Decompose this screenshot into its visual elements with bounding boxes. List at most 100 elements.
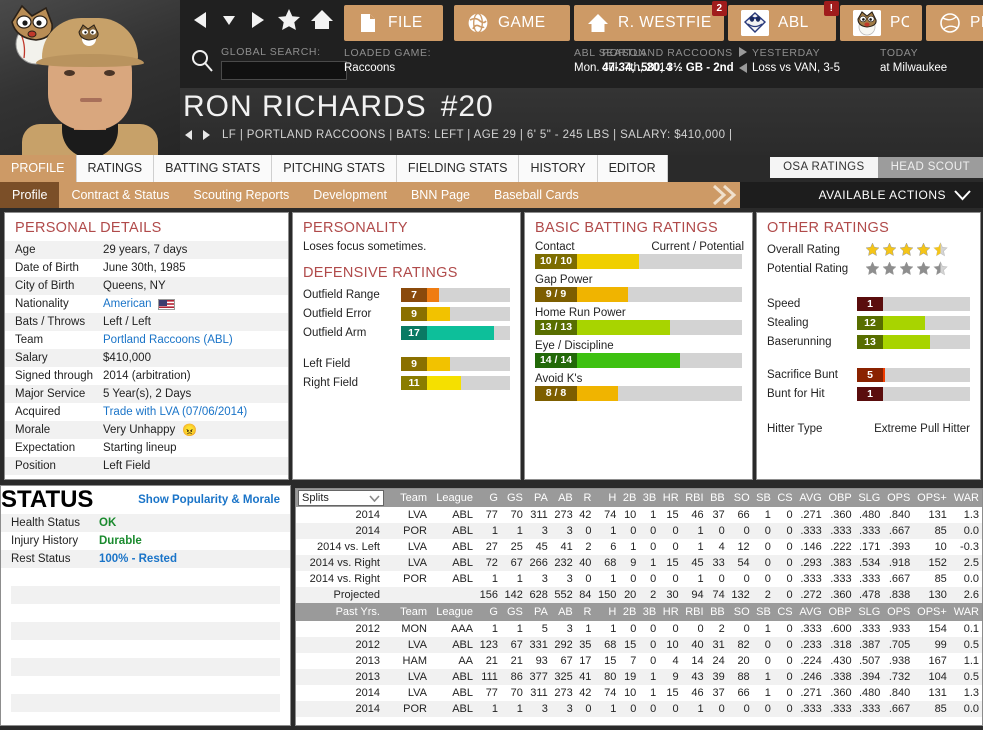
table-row[interactable]: 2012 MON AAA 1 1 5 3 1 1 0 0 0 0 2 0 1 0.333.600.333.933…: [296, 621, 982, 637]
detail-value[interactable]: Trade with LVA (07/06/2014): [103, 406, 248, 418]
column-header[interactable]: H: [594, 603, 620, 621]
column-header[interactable]: WAR: [949, 489, 982, 507]
column-header[interactable]: PA: [525, 603, 551, 621]
column-header[interactable]: GS: [500, 489, 526, 507]
next-day-arrow-icon[interactable]: [736, 46, 750, 58]
splits-select[interactable]: Splits: [298, 490, 384, 506]
column-header[interactable]: SB: [752, 603, 774, 621]
column-header[interactable]: 3B: [639, 489, 660, 507]
column-header[interactable]: Team: [388, 603, 430, 621]
down-arrow-icon[interactable]: [221, 9, 237, 31]
column-header[interactable]: OPS+: [913, 603, 950, 621]
star-icon[interactable]: [277, 8, 301, 31]
westfield-button[interactable]: R. WESTFIELD 2: [574, 1, 727, 41]
table-row[interactable]: 2014 vs. Left LVA ABL 27 25 45 41 2 6 1 0 0 1 4 12 0 0.1…: [296, 539, 982, 555]
file-button[interactable]: FILE: [344, 5, 443, 41]
nav-button-group[interactable]: [190, 8, 334, 31]
column-header[interactable]: League: [430, 489, 476, 507]
tab-fielding-stats[interactable]: FIELDING STATS: [396, 155, 520, 182]
table-row[interactable]: Projected 156 142 628 552 84 150 20 2 30 94 74 132 2 0…: [296, 587, 982, 603]
column-header[interactable]: R: [575, 603, 595, 621]
column-header[interactable]: AVG: [795, 489, 825, 507]
home-icon[interactable]: [310, 8, 334, 31]
tab-profile[interactable]: PROFILE: [0, 155, 77, 182]
column-header[interactable]: GS: [500, 603, 526, 621]
table-row[interactable]: 2014 POR ABL 1 1 3 3 0 1 0 0 0 1 0 0 0 0.333.333.333.667…: [296, 701, 982, 717]
column-header[interactable]: PA: [525, 489, 551, 507]
column-header[interactable]: Team: [388, 489, 430, 507]
column-header[interactable]: OBP: [824, 489, 855, 507]
toggle-osa-ratings[interactable]: OSA RATINGS: [770, 157, 878, 178]
column-header[interactable]: G: [476, 603, 501, 621]
subtab-contract-status[interactable]: Contract & Status: [71, 188, 170, 202]
table-row[interactable]: 2012 LVA ABL 123 67 331 292 35 68 15 0 10 40 31 82 0 0.2…: [296, 637, 982, 653]
column-header[interactable]: WAR: [949, 603, 982, 621]
tab-batting-stats[interactable]: BATTING STATS: [154, 155, 273, 182]
search-icon[interactable]: [190, 48, 214, 73]
subtab-baseball-cards[interactable]: Baseball Cards: [494, 188, 579, 202]
game-button[interactable]: GAME: [454, 5, 570, 41]
column-header[interactable]: SO: [727, 603, 753, 621]
column-header[interactable]: CS: [773, 489, 796, 507]
ratings-source-toggle[interactable]: OSA RATINGS HEAD SCOUT: [770, 157, 983, 178]
column-header[interactable]: SO: [727, 489, 753, 507]
table-row[interactable]: 2013 LVA ABL 111 86 377 325 41 80 19 1 9 43 39 88 1 0.24…: [296, 669, 982, 685]
detail-value[interactable]: American: [103, 298, 152, 310]
next-player-icon[interactable]: [200, 129, 212, 141]
column-header[interactable]: HR: [659, 489, 682, 507]
subtab-scouting-reports[interactable]: Scouting Reports: [193, 188, 290, 202]
toggle-head-scout[interactable]: HEAD SCOUT: [877, 157, 983, 178]
play-button[interactable]: PLAY: [926, 5, 983, 41]
search-input[interactable]: [221, 61, 347, 80]
chevron-down-icon[interactable]: [369, 494, 380, 502]
subtab-profile[interactable]: Profile: [0, 182, 60, 208]
tab-editor[interactable]: EDITOR: [597, 155, 668, 182]
column-header[interactable]: 2B: [619, 489, 640, 507]
column-header[interactable]: SB: [752, 489, 774, 507]
tab-pitching-stats[interactable]: PITCHING STATS: [272, 155, 397, 182]
player-nav-arrows[interactable]: [183, 129, 212, 141]
column-header[interactable]: 3B: [639, 603, 660, 621]
column-header[interactable]: League: [430, 603, 476, 621]
column-header[interactable]: BB: [706, 603, 728, 621]
column-header[interactable]: OPS: [883, 603, 914, 621]
column-header[interactable]: RBI: [681, 603, 707, 621]
column-header[interactable]: OBP: [824, 603, 855, 621]
table-row[interactable]: 2014 LVA ABL 77 70 311 273 42 74 10 1 15 46 37 66 1 0.27…: [296, 507, 982, 523]
detail-value[interactable]: Portland Raccoons (ABL): [103, 334, 233, 346]
column-header[interactable]: 2B: [619, 603, 640, 621]
column-header[interactable]: RBI: [681, 489, 707, 507]
back-arrow-icon[interactable]: [190, 9, 212, 31]
prev-day-arrow-icon[interactable]: [736, 62, 750, 74]
tab-history[interactable]: HISTORY: [519, 155, 598, 182]
forward-arrow-icon[interactable]: [246, 9, 268, 31]
global-search[interactable]: GLOBAL SEARCH:: [190, 46, 347, 80]
column-header[interactable]: Past Yrs.: [296, 603, 388, 621]
column-header[interactable]: G: [476, 489, 501, 507]
column-header[interactable]: HR: [659, 603, 682, 621]
available-actions-button[interactable]: AVAILABLE ACTIONS: [740, 182, 983, 208]
show-popularity-morale-link[interactable]: Show Popularity & Morale: [138, 494, 280, 506]
column-header[interactable]: AB: [550, 603, 576, 621]
column-header[interactable]: OPS: [883, 489, 914, 507]
column-header[interactable]: R: [575, 489, 595, 507]
column-header[interactable]: OPS+: [913, 489, 950, 507]
abl-button[interactable]: ABL !: [728, 1, 839, 41]
column-header[interactable]: BB: [706, 489, 728, 507]
table-row[interactable]: 2014 POR ABL 1 1 3 3 0 1 0 0 0 1 0 0 0 0.333.333.333.667…: [296, 523, 982, 539]
subtab-bnn-page[interactable]: BNN Page: [410, 188, 471, 202]
column-header[interactable]: SLG: [854, 489, 884, 507]
por-button[interactable]: POR: [840, 5, 922, 41]
column-header[interactable]: AB: [550, 489, 576, 507]
tab-ratings[interactable]: RATINGS: [76, 155, 155, 182]
table-row[interactable]: 2013 HAM AA 21 21 93 67 17 15 7 0 4 14 24 20 0 0 .224 .430…: [296, 653, 982, 669]
column-header[interactable]: SLG: [854, 603, 884, 621]
subtab-development[interactable]: Development: [313, 188, 387, 202]
table-row[interactable]: 2014 vs. Right POR ABL 1 1 3 3 0 1 0 0 0 1 0 0 0 0.333.3…: [296, 571, 982, 587]
table-row[interactable]: 2014 LVA ABL 77 70 311 273 42 74 10 1 15 46 37 66 1 0.27…: [296, 685, 982, 701]
column-header[interactable]: H: [594, 489, 620, 507]
column-header[interactable]: CS: [773, 603, 796, 621]
prev-player-icon[interactable]: [183, 129, 195, 141]
table-row[interactable]: 2014 vs. Right LVA ABL 72 67 266 232 40 68 9 1 15 45…: [296, 555, 982, 571]
chevron-down-icon[interactable]: [954, 189, 971, 201]
